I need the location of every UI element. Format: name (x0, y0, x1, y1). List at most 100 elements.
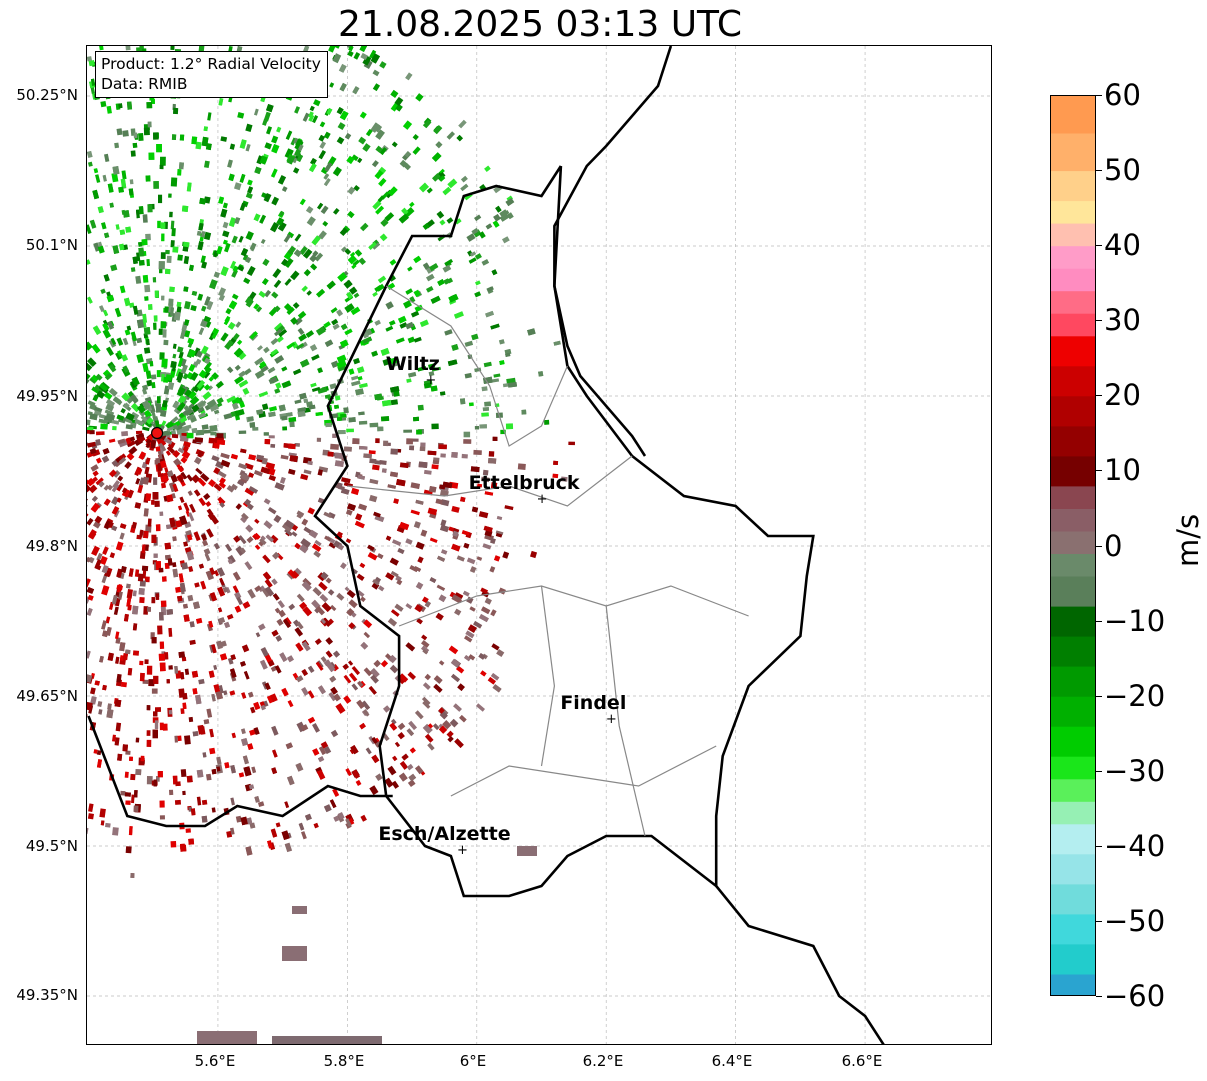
echo-pixel (329, 799, 337, 809)
echo-pixel (323, 178, 331, 187)
echo-pixel (142, 313, 148, 323)
echo-pixel (153, 711, 158, 717)
echo-pixel (320, 571, 329, 580)
echo-pixel (505, 352, 511, 358)
echo-pixel (268, 474, 277, 482)
echo-pixel (397, 315, 407, 324)
echo-pixel (296, 621, 304, 630)
echo-pixel (317, 756, 325, 763)
echo-pixel (130, 150, 136, 157)
echo-pixel (553, 460, 559, 466)
echo-pixel (308, 404, 316, 410)
echo-pixel (484, 165, 491, 172)
echo-pixel (223, 413, 233, 420)
echo-pixel (87, 377, 90, 384)
echo-pixel (292, 368, 302, 375)
echo-pixel (173, 107, 179, 115)
echo-pixel (440, 499, 450, 507)
echo-pixel (217, 607, 223, 613)
echo-pixel (301, 581, 312, 592)
echo-pixel (147, 121, 152, 128)
echo-pixel (287, 700, 294, 708)
echo-pixel (433, 683, 443, 693)
colorbar-segment (1051, 779, 1095, 803)
echo-pixel (238, 235, 244, 243)
echo-pixel (346, 589, 356, 599)
echo-pixel (294, 443, 300, 447)
echo-pixel (390, 399, 399, 406)
echo-pixel (472, 229, 482, 238)
echo-pixel (174, 735, 178, 743)
echo-pixel (460, 496, 466, 503)
echo-pixel (142, 569, 147, 579)
echo-pixel (87, 224, 92, 235)
echo-pixel (170, 240, 175, 248)
echo-pixel (188, 403, 195, 410)
echo-pixel (315, 326, 326, 336)
echo-pixel (384, 212, 395, 222)
echo-pixel (345, 509, 353, 516)
echo-pixel (186, 432, 194, 439)
echo-pixel (118, 591, 123, 600)
echo-pixel (230, 797, 235, 806)
echo-pixel (188, 363, 196, 372)
echo-pixel (505, 423, 514, 430)
echo-pixel (425, 285, 434, 293)
echo-pixel (424, 733, 434, 743)
echo-pixel (273, 322, 283, 331)
echo-pixel (468, 402, 474, 407)
echo-pixel (336, 354, 347, 363)
echo-pixel (186, 474, 194, 482)
echo-pixel (120, 790, 126, 796)
echo-pixel (390, 356, 400, 365)
echo-pixel (87, 502, 89, 509)
echo-pixel (272, 268, 282, 279)
echo-pixel (295, 138, 303, 148)
echo-pixel (246, 536, 254, 544)
echo-pixel (347, 210, 355, 219)
echo-pixel (87, 607, 93, 616)
echo-pixel (293, 249, 302, 257)
echo-pixel (234, 408, 245, 417)
echo-pixel (123, 417, 133, 424)
echo-pixel (231, 732, 237, 739)
echo-pixel (419, 319, 429, 328)
radar-map[interactable]: + Wiltz + Ettelbruck + Findel + Esch/Alzette (86, 45, 992, 1045)
colorbar-tick-mark (1096, 320, 1102, 322)
echo-pixel (351, 666, 361, 676)
echo-pixel (447, 178, 458, 189)
echo-pixel (220, 452, 230, 460)
echo-pixel (406, 763, 414, 771)
echo-pixel (307, 716, 316, 724)
echo-pixel (375, 773, 383, 782)
echo-pixel (155, 561, 162, 570)
echo-pixel (153, 315, 158, 322)
echo-pixel (329, 82, 335, 88)
echo-pixel (374, 319, 381, 326)
echo-pixel (115, 656, 120, 664)
echo-pixel (178, 412, 185, 418)
echo-pixel (108, 438, 116, 443)
echo-pixel (490, 482, 498, 489)
echo-pixel (440, 453, 446, 458)
echo-pixel (247, 186, 254, 194)
echo-pixel (263, 498, 271, 505)
echo-pixel (198, 369, 208, 379)
echo-pixel (140, 755, 145, 762)
echo-pixel (328, 692, 337, 702)
echo-pixel (125, 750, 131, 755)
echo-pixel (277, 221, 287, 232)
echo-pixel (330, 443, 339, 450)
echo-pixel (324, 394, 332, 399)
echo-pixel (340, 562, 347, 570)
echo-pixel (146, 665, 153, 675)
echo-pixel (467, 624, 477, 633)
echo-pixel (353, 357, 361, 365)
echo-pixel (172, 401, 179, 409)
echo-pixel (101, 381, 110, 391)
echo-pixel (87, 701, 93, 711)
echo-pixel (374, 170, 384, 180)
echo-pixel (498, 339, 505, 345)
echo-pixel (449, 718, 459, 728)
echo-pixel (169, 211, 173, 218)
